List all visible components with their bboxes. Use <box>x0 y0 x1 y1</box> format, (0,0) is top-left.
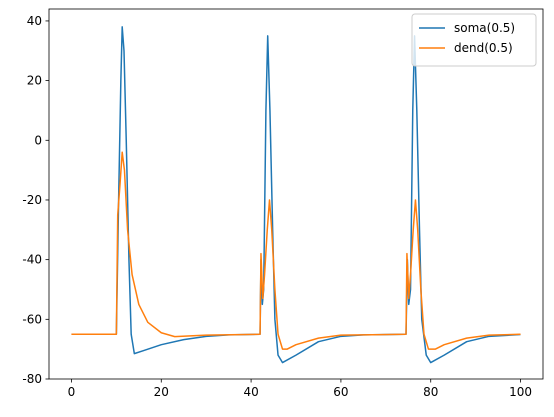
y-tick-label: 20 <box>27 74 42 88</box>
y-tick-label: -40 <box>22 253 42 267</box>
x-tick-label: 60 <box>333 385 348 399</box>
y-tick-label: 40 <box>27 14 42 28</box>
x-tick-label: 100 <box>509 385 532 399</box>
plot-frame <box>48 8 544 380</box>
x-tick-label: 0 <box>68 385 76 399</box>
y-tick-label: -60 <box>22 312 42 326</box>
legend-label: soma(0.5) <box>454 21 515 35</box>
y-tick-label: -80 <box>22 372 42 386</box>
x-tick-label: 20 <box>154 385 169 399</box>
series-line <box>71 26 521 364</box>
legend: soma(0.5) dend(0.5) <box>411 13 537 67</box>
y-tick-label: -20 <box>22 193 42 207</box>
legend-box <box>411 13 537 67</box>
series-line <box>71 151 521 350</box>
y-tick-label: 0 <box>34 133 42 147</box>
x-tick-label: 80 <box>423 385 438 399</box>
legend-label: dend(0.5) <box>454 41 513 55</box>
x-tick-label: 40 <box>243 385 258 399</box>
